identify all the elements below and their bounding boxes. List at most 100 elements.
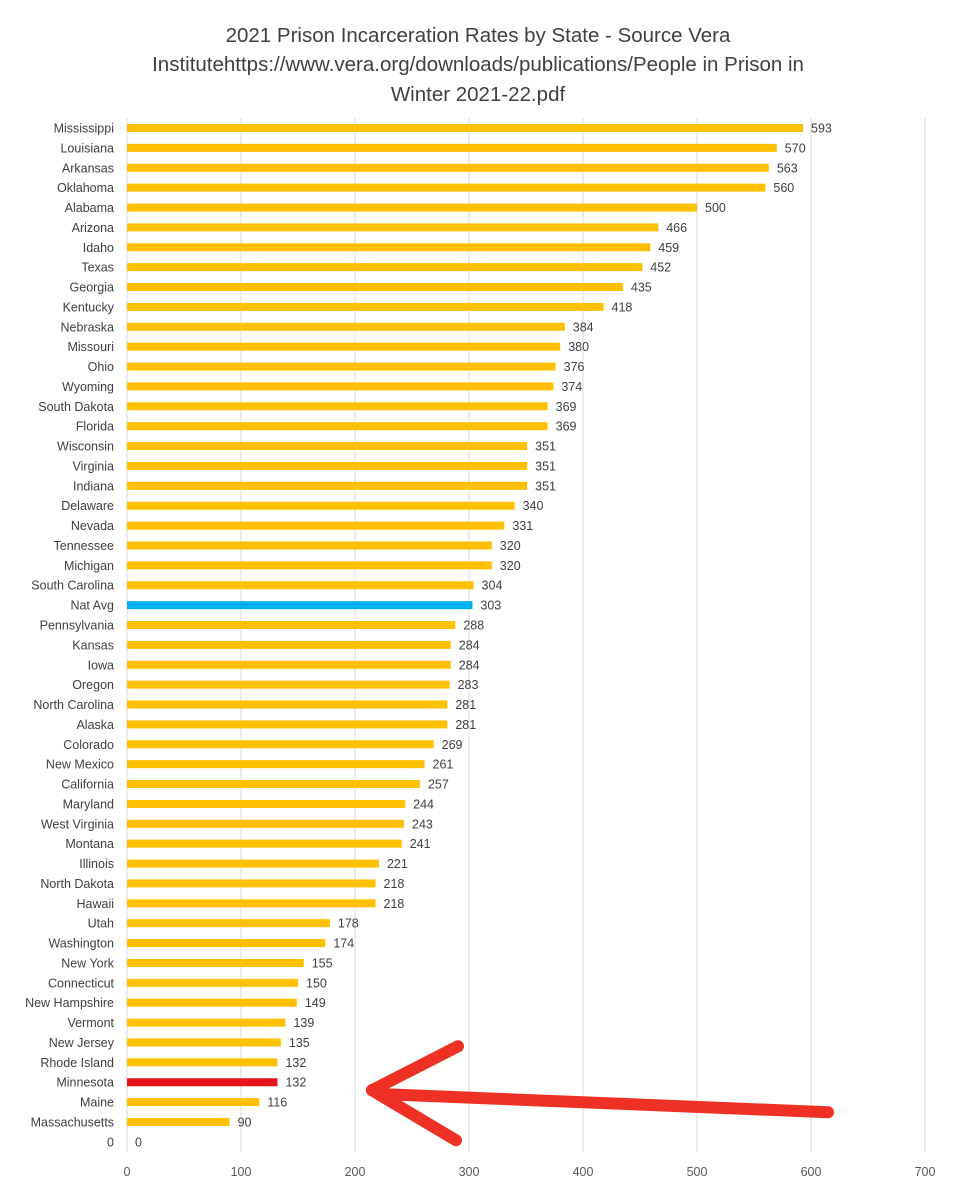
category-label-arkansas: Arkansas [62,161,114,175]
chart-title-line-3: Winter 2021-22.pdf [390,83,566,106]
value-label-montana: 241 [410,837,431,851]
bar-south-dakota [127,402,548,411]
category-label-0: 0 [107,1135,114,1149]
bar-massachusetts [127,1118,230,1126]
value-label-iowa: 284 [459,658,480,672]
category-label-maine: Maine [80,1096,114,1110]
category-label-oregon: Oregon [72,678,114,692]
value-label-delaware: 340 [523,499,544,513]
value-label-mississippi: 593 [811,122,832,136]
bar-arizona [127,223,659,232]
bar-washington [127,939,326,948]
category-label-nebraska: Nebraska [61,320,115,334]
value-label-new-mexico: 261 [433,758,454,772]
bar-vermont [127,1018,286,1027]
x-tick-label-100: 100 [231,1165,252,1179]
category-label-alaska: Alaska [76,718,114,732]
category-label-louisiana: Louisiana [60,141,114,155]
category-label-maryland: Maryland [63,797,114,811]
value-label-new-jersey: 135 [289,1036,310,1050]
value-label-colorado: 269 [442,738,463,752]
value-label-tennessee: 320 [500,539,521,553]
value-label-connecticut: 150 [306,976,327,990]
value-label-hawaii: 218 [384,897,405,911]
bar-mississippi [127,124,804,132]
value-label-idaho: 459 [658,241,679,255]
bar-michigan [127,561,492,570]
bar-nevada [127,521,505,530]
value-label-texas: 452 [650,261,671,275]
bar-minnesota [127,1078,278,1087]
x-tick-label-600: 600 [801,1165,822,1179]
value-label-kentucky: 418 [612,300,633,314]
bar-rhode-island [127,1058,278,1067]
value-label-utah: 178 [338,917,359,931]
value-label-nat-avg: 303 [480,599,501,613]
value-label-0: 0 [135,1135,142,1149]
value-label-illinois: 221 [387,857,408,871]
x-tick-label-0: 0 [124,1165,131,1179]
category-label-new-hampshire: New Hampshire [25,996,114,1010]
category-label-new-york: New York [61,956,115,970]
category-label-vermont: Vermont [67,1016,114,1030]
category-label-kansas: Kansas [72,638,114,652]
category-label-west-virginia: West Virginia [41,817,114,831]
category-label-nat-avg: Nat Avg [70,599,114,613]
value-label-arkansas: 563 [777,161,798,175]
x-tick-label-300: 300 [459,1165,480,1179]
value-label-oregon: 283 [458,678,479,692]
bar-texas [127,263,643,272]
bar-utah [127,919,330,928]
value-label-massachusetts: 90 [238,1116,252,1130]
value-label-florida: 369 [556,420,577,434]
category-label-utah: Utah [88,917,114,931]
value-label-missouri: 380 [568,340,589,354]
bar-indiana [127,481,528,490]
bar-arkansas [127,163,769,172]
annotation-arrow-shaft [380,1088,834,1119]
value-label-maine: 116 [267,1096,287,1110]
bar-west-virginia [127,819,405,828]
bar-florida [127,422,548,431]
x-tick-label-200: 200 [345,1165,366,1179]
bar-iowa [127,660,451,669]
value-label-minnesota: 132 [285,1076,306,1090]
value-label-new-york: 155 [312,956,333,970]
bar-california [127,780,420,789]
bar-georgia [127,283,623,292]
value-label-pennsylvania: 288 [463,619,484,633]
category-label-massachusetts: Massachusetts [31,1116,114,1130]
annotation-arrow-head-upper [366,1040,464,1097]
category-label-mississippi: Mississippi [54,122,114,136]
value-label-north-dakota: 218 [384,877,405,891]
value-label-south-dakota: 369 [556,400,577,414]
value-label-wisconsin: 351 [535,440,556,454]
value-label-new-hampshire: 149 [305,996,326,1010]
bar-new-york [127,958,304,967]
category-label-alabama: Alabama [65,201,114,215]
category-label-oklahoma: Oklahoma [57,181,114,195]
bar-nebraska [127,322,565,331]
value-label-louisiana: 570 [785,141,806,155]
bar-montana [127,839,402,848]
bar-delaware [127,501,515,510]
chart-title-line-1: 2021 Prison Incarceration Rates by State… [225,24,731,47]
category-label-south-dakota: South Dakota [38,400,114,414]
category-label-new-jersey: New Jersey [49,1036,115,1050]
bar-kentucky [127,302,604,311]
category-label-georgia: Georgia [70,281,115,295]
category-label-indiana: Indiana [73,479,114,493]
value-label-maryland: 244 [413,797,434,811]
category-label-connecticut: Connecticut [48,976,115,990]
category-label-illinois: Illinois [79,857,114,871]
value-label-wyoming: 374 [561,380,582,394]
value-label-rhode-island: 132 [285,1056,306,1070]
category-label-iowa: Iowa [88,658,114,672]
bar-wyoming [127,382,554,391]
x-tick-label-500: 500 [687,1165,708,1179]
bar-hawaii [127,899,376,908]
value-label-washington: 174 [333,937,354,951]
bar-new-hampshire [127,998,297,1007]
bar-oregon [127,680,450,689]
